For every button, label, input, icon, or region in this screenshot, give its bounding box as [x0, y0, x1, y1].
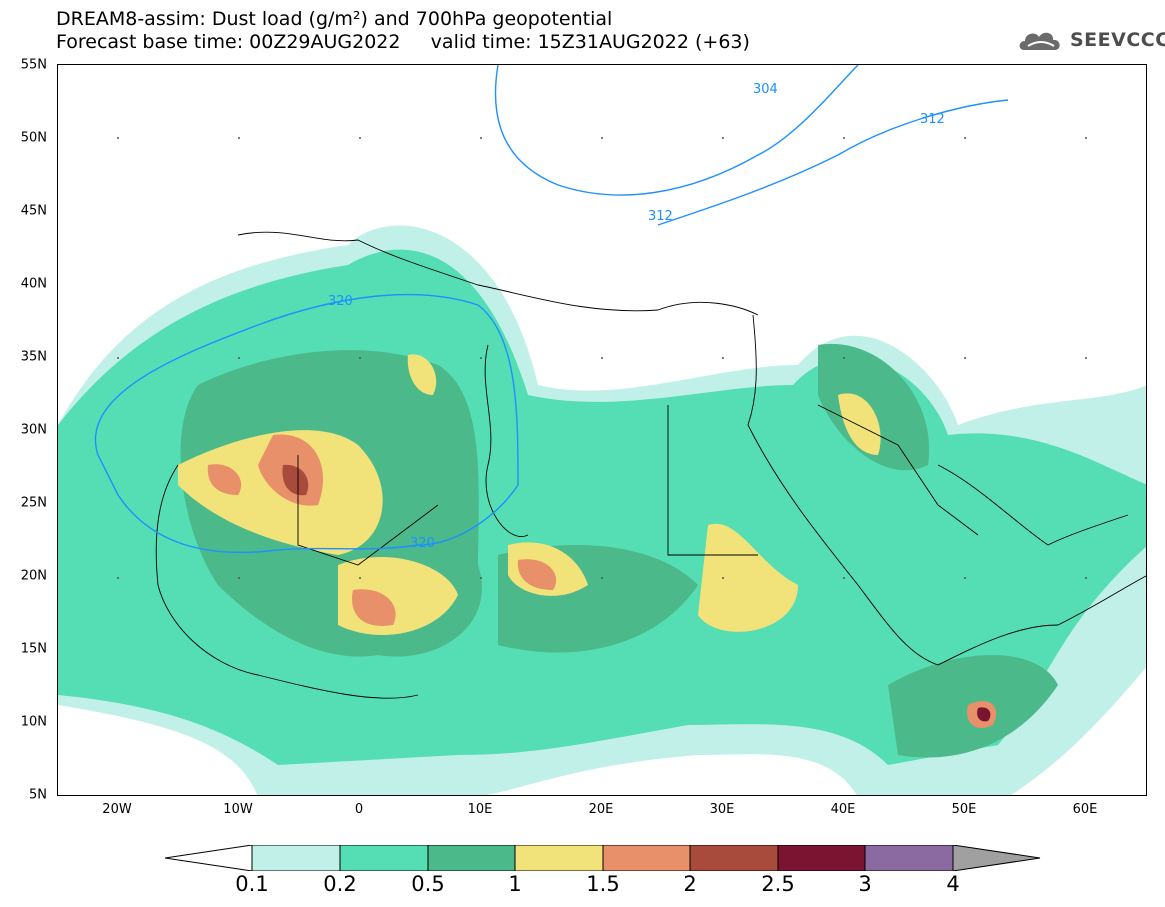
colorbar-tick: 0.2: [323, 872, 357, 896]
contour-label: 320: [328, 294, 353, 309]
geopotential-contours: [94, 65, 1009, 554]
contour-label: 304: [753, 82, 778, 97]
contour-label: 312: [648, 209, 673, 224]
dust-field-layer: [58, 225, 1146, 795]
lat-label: 10N: [20, 714, 47, 730]
colorbar-tick: 0.1: [235, 872, 269, 896]
lat-label: 35N: [20, 349, 47, 365]
lat-label: 5N: [29, 787, 47, 803]
lon-label: 60E: [1072, 802, 1098, 817]
contour-label: 320: [410, 536, 435, 551]
colorbar-tick: 1: [508, 872, 522, 896]
lon-label: 10E: [467, 802, 493, 817]
lat-label: 30N: [20, 422, 47, 438]
colorbar-tick: 1.5: [586, 872, 620, 896]
colorbar: [164, 844, 1045, 875]
contour-labels: 304 312 312 320 320: [328, 82, 945, 551]
colorbar-tick: 3: [858, 872, 872, 896]
lon-label: 10W: [223, 802, 253, 817]
lon-label: 20W: [102, 802, 132, 817]
dust-map[interactable]: 304 312 312 320 320: [57, 64, 1147, 796]
title-line-2: Forecast base time: 00Z29AUG2022 valid t…: [56, 31, 750, 53]
lat-label: 55N: [20, 57, 47, 73]
title-line-1: DREAM8-assim: Dust load (g/m²) and 700hP…: [56, 8, 613, 30]
colorbar-tick: 4: [946, 872, 960, 896]
lat-label: 45N: [20, 203, 47, 219]
contour-label: 312: [920, 112, 945, 127]
map-canvas: 304 312 312 320 320: [58, 65, 1146, 795]
grid-dots: [117, 137, 1087, 579]
lon-label: 30E: [709, 802, 735, 817]
coastline-layer: [155, 231, 1146, 699]
seevccc-logo: SEEVCCC: [1016, 26, 1165, 54]
colorbar-tick: 2: [683, 872, 697, 896]
lon-label: 50E: [951, 802, 977, 817]
cloud-logo-icon: [1019, 32, 1060, 50]
lat-label: 50N: [20, 130, 47, 146]
lon-label: 0: [354, 802, 364, 817]
colorbar-tick: 0.5: [411, 872, 445, 896]
lon-label: 20E: [588, 802, 614, 817]
lat-label: 20N: [20, 568, 47, 584]
colorbar-svg: [164, 844, 1041, 872]
lon-label: 40E: [830, 802, 856, 817]
colorbar-tick: 2.5: [761, 872, 795, 896]
lat-label: 15N: [20, 641, 47, 657]
logo-text: SEEVCCC: [1070, 29, 1165, 51]
lat-label: 25N: [20, 495, 47, 511]
lat-label: 40N: [20, 276, 47, 292]
